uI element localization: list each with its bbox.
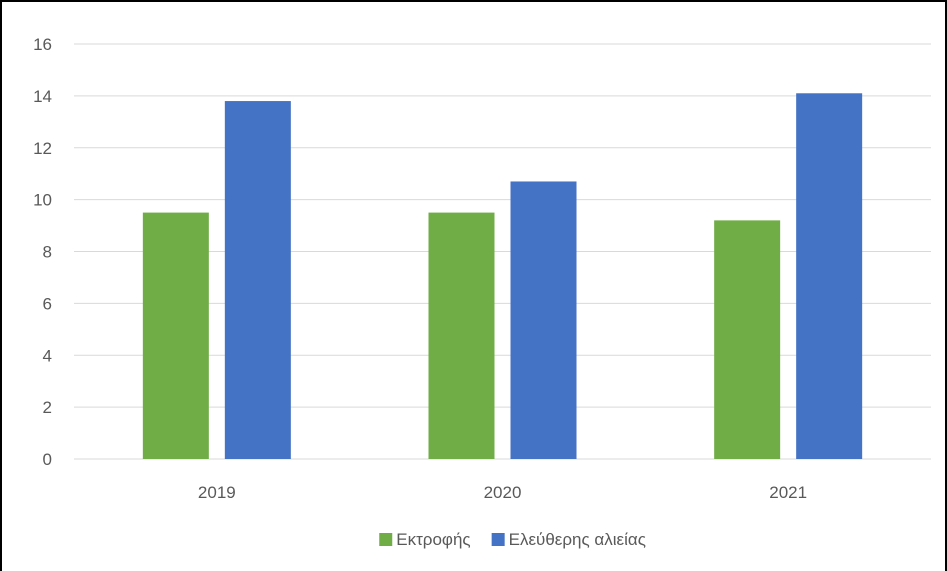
y-tick-label: 8: [43, 243, 52, 262]
bar-εκτροφής-2020: [428, 212, 495, 459]
y-axis-ticks: 0 2 4 6 8 10 12 14 16: [33, 35, 52, 469]
y-tick-label: 2: [43, 398, 52, 417]
legend-swatch: [491, 533, 505, 546]
legend-label: Εκτροφής: [396, 530, 470, 549]
chart-frame-edge: [945, 0, 947, 571]
legend-item: Ελεύθερης αλιείας: [491, 530, 646, 549]
legend: Εκτροφής Ελεύθερης αλιείας: [379, 530, 646, 549]
bar-εκτροφής-2021: [714, 220, 781, 459]
x-tick-label: 2021: [769, 483, 807, 502]
x-axis-ticks: 2019 2020 2021: [198, 483, 807, 502]
bar-ελεύθερης-αλιείας-2021: [796, 93, 863, 459]
legend-swatch: [379, 533, 393, 546]
y-tick-label: 16: [33, 35, 52, 54]
x-tick-label: 2019: [198, 483, 236, 502]
bar-ελεύθερης-αλιείας-2019: [224, 101, 291, 459]
gridlines: [74, 43, 931, 460]
y-tick-label: 10: [33, 191, 52, 210]
bar-ελεύθερης-αλιείας-2020: [510, 181, 577, 459]
y-tick-label: 0: [43, 450, 52, 469]
x-tick-label: 2020: [484, 483, 522, 502]
y-tick-label: 6: [43, 294, 52, 313]
y-tick-label: 4: [43, 346, 52, 365]
y-tick-label: 14: [33, 87, 52, 106]
bars: [142, 93, 863, 459]
bar-εκτροφής-2019: [142, 212, 209, 459]
legend-label: Ελεύθερης αλιείας: [509, 530, 646, 549]
y-tick-label: 12: [33, 139, 52, 158]
legend-item: Εκτροφής: [379, 530, 471, 549]
